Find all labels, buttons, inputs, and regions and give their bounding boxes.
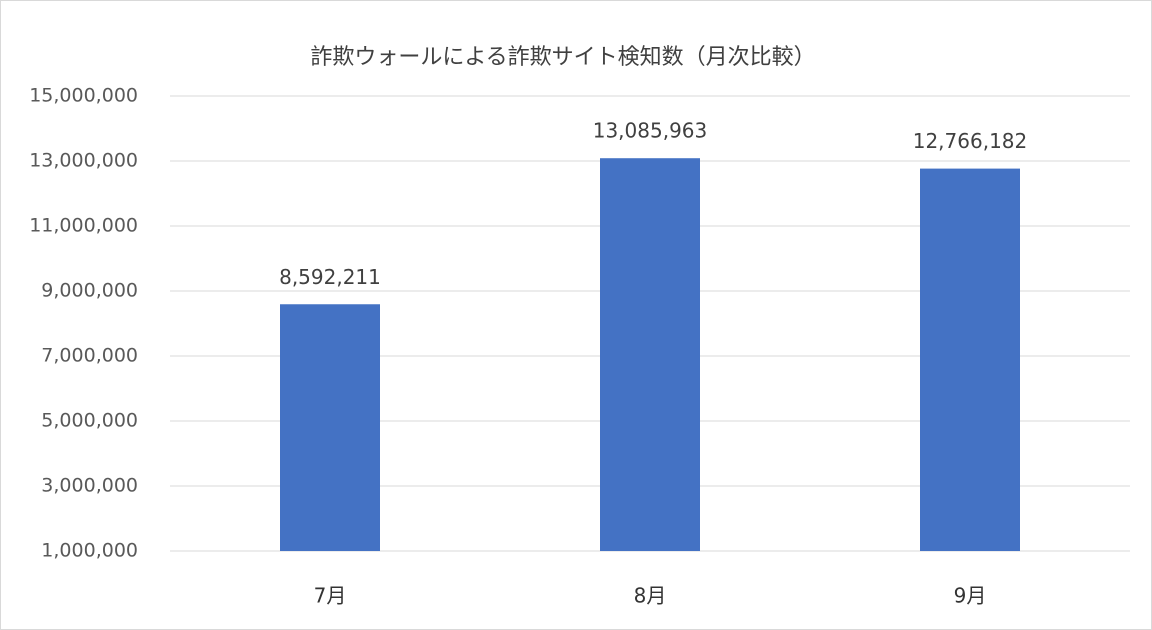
bar	[920, 168, 1020, 551]
x-tick-label: 7月	[314, 584, 347, 608]
bar	[280, 304, 380, 551]
y-tick-label: 5,000,000	[41, 410, 138, 432]
y-tick-label: 7,000,000	[41, 345, 138, 367]
bar	[600, 158, 700, 551]
y-tick-label: 9,000,000	[41, 280, 138, 302]
y-tick-label: 11,000,000	[29, 215, 138, 237]
chart-title: 詐欺ウォールによる詐欺サイト検知数（月次比較）	[310, 45, 815, 70]
data-label: 13,085,963	[593, 119, 708, 143]
data-label: 12,766,182	[913, 129, 1028, 153]
y-tick-label: 13,000,000	[29, 150, 138, 172]
x-tick-label: 8月	[634, 584, 667, 608]
data-label: 8,592,211	[279, 265, 381, 289]
x-tick-label: 9月	[954, 584, 987, 608]
y-tick-label: 3,000,000	[41, 475, 138, 497]
y-tick-label: 1,000,000	[41, 540, 138, 562]
y-tick-label: 15,000,000	[29, 85, 138, 107]
